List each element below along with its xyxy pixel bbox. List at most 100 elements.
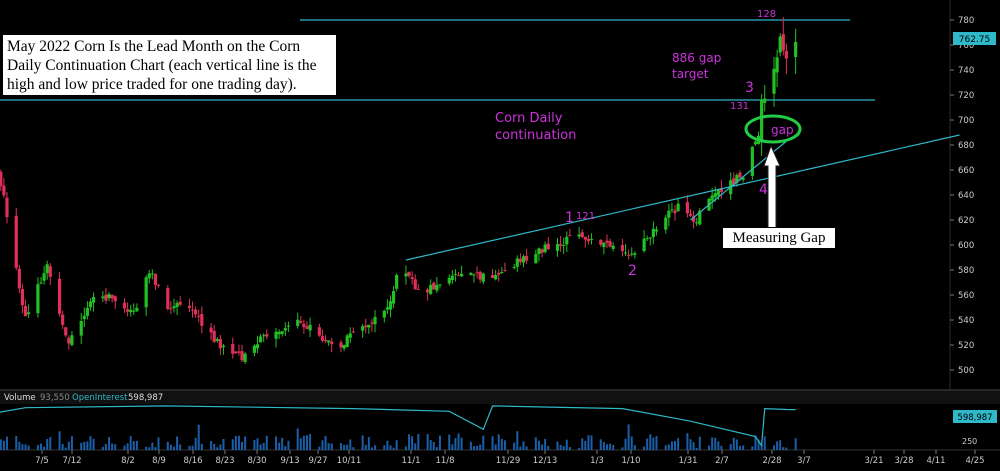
volume-bar [318, 446, 321, 450]
candle-body [345, 335, 349, 348]
candle-body [713, 193, 717, 198]
candle-body [781, 34, 785, 51]
volume-bar [188, 445, 191, 450]
volume-bar [451, 444, 454, 450]
candle-body [237, 351, 241, 353]
volume-bar [779, 440, 782, 450]
volume-bar [191, 445, 194, 450]
volume-bar [664, 445, 667, 450]
volume-bar [612, 444, 615, 450]
candle-body [698, 210, 702, 225]
candle-body [339, 342, 343, 348]
volume-bar [213, 443, 216, 450]
volume-bar [222, 438, 225, 450]
date-tick-label: 7/5 [35, 456, 49, 466]
volume-bar [782, 447, 785, 450]
candle-body [187, 305, 192, 309]
volume-bar [244, 436, 247, 450]
price-tick-label: 780 [958, 16, 974, 26]
volume-bar [627, 424, 630, 450]
candle-body [540, 249, 544, 253]
candle-body [586, 238, 591, 242]
volume-bar [711, 437, 714, 450]
volume-bar [562, 446, 565, 450]
volume-bar [621, 447, 624, 450]
candle-body [589, 238, 594, 240]
candle-body [169, 308, 173, 310]
volume-bar [708, 445, 711, 450]
wave-label-2: 2 [628, 263, 637, 279]
candle-body [385, 307, 389, 310]
volume-bar [537, 440, 540, 450]
volume-tick-label: 250 [962, 437, 977, 446]
volume-bar [503, 440, 506, 450]
candle-body [27, 312, 31, 315]
volume-bar [383, 445, 386, 450]
candle-body [45, 264, 49, 274]
candle-body [373, 316, 377, 325]
gap-target-line-2: target [672, 67, 709, 81]
volume-bar [454, 438, 457, 450]
date-tick-label: 8/23 [215, 456, 234, 466]
candle-body [243, 353, 247, 362]
volume-bar [253, 440, 256, 450]
volume-bar [435, 447, 438, 450]
note-text: May 2022 Corn Is the Lead Month on the C… [7, 38, 317, 93]
candle-body [497, 272, 501, 275]
volume-bar [321, 440, 324, 450]
candle-body [524, 255, 529, 261]
candle-body [342, 344, 346, 349]
candle-body [620, 244, 625, 252]
candle-body [676, 203, 680, 212]
volume-bar [754, 435, 757, 450]
candle-body [732, 178, 736, 186]
date-tick-label: 8/2 [121, 456, 135, 466]
candle-body [122, 302, 127, 309]
last-price-label: 762.75 [959, 35, 991, 45]
volume-bar [411, 436, 414, 450]
volume-bar [457, 433, 460, 450]
candle-body [104, 294, 108, 301]
volume-bar [126, 443, 129, 450]
volume-bar [216, 447, 219, 450]
volume-bar [58, 431, 61, 450]
volume-bar [200, 443, 203, 450]
price-tick-label: 520 [958, 341, 974, 351]
volume-bar [166, 441, 169, 450]
date-tick-label: 2/7 [715, 456, 729, 466]
volume-bar [287, 440, 290, 450]
volume-bar [677, 438, 680, 450]
candle-body [577, 234, 581, 237]
volume-bar [448, 434, 451, 450]
volume-bar [237, 435, 240, 450]
candle-body [651, 228, 655, 238]
candle-body [252, 345, 257, 353]
volume-bar [305, 435, 308, 450]
candle-body [688, 213, 693, 216]
candle-body [738, 172, 742, 178]
volume-bar [64, 447, 67, 450]
candle-body [760, 100, 764, 141]
candle-body [215, 338, 219, 341]
volume-bar [432, 442, 435, 450]
trendline[interactable] [405, 134, 960, 261]
volume-bar [408, 434, 411, 450]
volume-bar [609, 443, 612, 450]
candle-body [42, 273, 46, 281]
candle-body [147, 273, 151, 279]
volume-bar [757, 439, 760, 450]
candle-body [710, 195, 714, 201]
candle-body [308, 324, 312, 331]
volume-bar [605, 444, 608, 450]
candle-body [568, 235, 572, 237]
volume-bar [70, 436, 73, 450]
volume-bar [256, 438, 259, 450]
candle-body [599, 239, 603, 245]
last-price-badge [953, 32, 996, 45]
volume-bar [472, 446, 475, 450]
candle-body [156, 284, 161, 286]
candle-body [39, 282, 43, 284]
volume-bar [265, 435, 268, 450]
volume-bar [670, 441, 673, 450]
candle-body [61, 314, 65, 325]
